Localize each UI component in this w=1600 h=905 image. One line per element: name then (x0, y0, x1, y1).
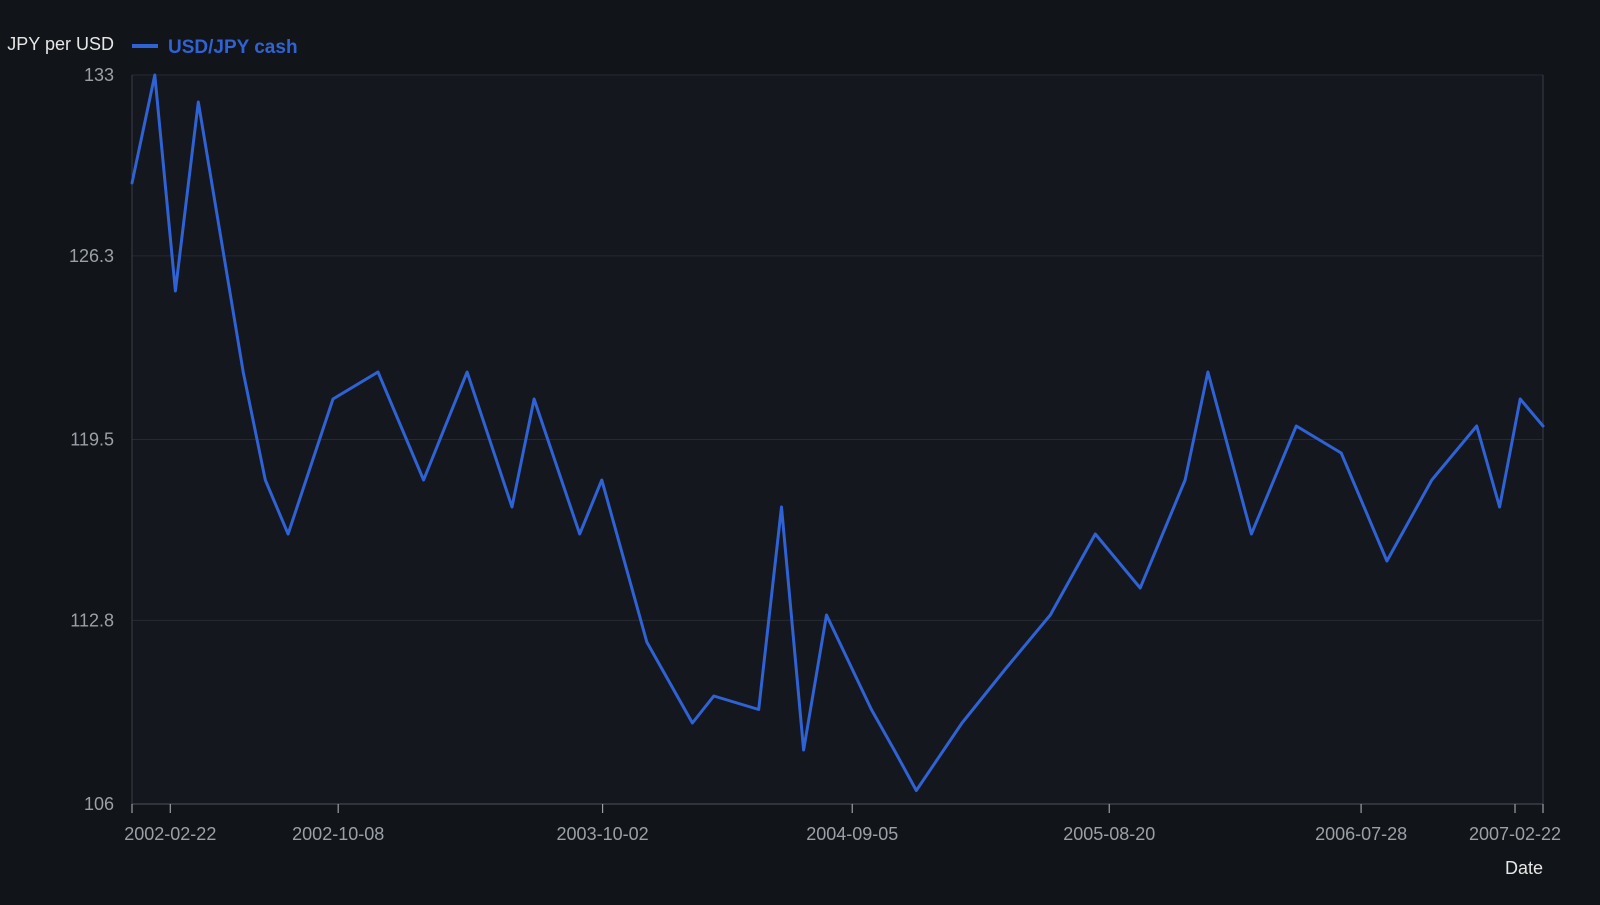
axes: 133 126.3 119.5 112.8 106 2002-02-22 2002-10-0… (69, 65, 1561, 844)
series-line (130, 73, 1545, 792)
x-tick-label: 2004-09-05 (806, 824, 898, 844)
series-lines (130, 73, 1545, 792)
x-tick-label: 2006-07-28 (1315, 824, 1407, 844)
y-tick-label: 119.5 (70, 430, 114, 450)
x-axis-label: Date (1505, 858, 1543, 878)
axis-labels: JPY per USD Date (7, 34, 1543, 878)
legend-label: USD/JPY cash (168, 37, 298, 58)
x-tick-label: 2002-02-22 (124, 824, 216, 844)
grid-lines (132, 74, 1543, 805)
x-tick-label: 2003-10-02 (557, 824, 649, 844)
y-tick-label: 112.8 (70, 610, 114, 630)
y-tick-label: 126.3 (69, 246, 114, 266)
y-tick-label: 133 (84, 65, 114, 85)
y-tick-label: 106 (84, 794, 114, 814)
x-tick-label: 2005-08-20 (1063, 824, 1155, 844)
y-axis-label: JPY per USD (7, 34, 114, 54)
x-tick-label: 2002-10-08 (292, 824, 384, 844)
legend[interactable]: USD/JPY cash (132, 37, 298, 58)
x-tick-label: 2007-02-22 (1469, 824, 1561, 844)
